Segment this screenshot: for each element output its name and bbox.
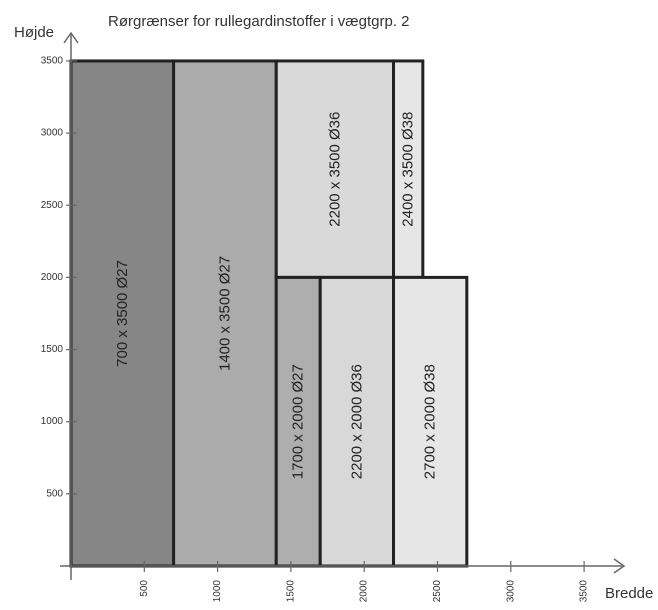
x-axis-label: Bredde	[605, 585, 653, 602]
region-label-0: 700 x 3500 Ø27	[114, 260, 131, 367]
region-label-4: 1700 x 2000 Ø27	[290, 364, 307, 479]
y-tick-label-2: 1500	[41, 344, 64, 355]
y-axis-arrow	[63, 31, 79, 44]
ticks-layer: 500 1000 1500 2000 2500 3000 3500 500 1000 1500 20…	[41, 55, 590, 602]
x-tick-label-4: 2500	[432, 580, 443, 603]
region-bar-2	[274, 59, 396, 279]
region-bar-5	[318, 275, 396, 568]
region-label-2: 2200 x 3500 Ø36	[326, 112, 343, 227]
y-axis-label: Højde	[14, 24, 54, 41]
region-bar-3	[392, 59, 425, 279]
y-tick-label-5: 3000	[41, 128, 64, 139]
axes-layer	[60, 31, 626, 580]
x-tick-label-2: 1500	[285, 580, 296, 603]
region-label-5: 2200 x 2000 Ø36	[348, 364, 365, 479]
region-label-3: 2400 x 3500 Ø38	[400, 112, 417, 227]
x-tick-label-3: 2000	[359, 580, 370, 603]
x-tick-label-5: 3000	[505, 580, 516, 603]
x-tick-label-0: 500	[139, 580, 150, 597]
region-label-6: 2700 x 2000 Ø38	[422, 364, 439, 479]
y-tick-label-3: 2000	[41, 272, 64, 283]
x-axis-arrow	[613, 558, 626, 574]
chart-title: Rørgrænser for rullegardinstoffer i vægt…	[108, 13, 410, 30]
region-label-1: 1400 x 3500 Ø27	[216, 256, 233, 371]
region-bar-1	[172, 59, 278, 568]
x-tick-label-1: 1000	[212, 580, 223, 603]
regions-layer: 700 x 3500 Ø27 1400 x 3500 Ø27 2200 x 3500…	[69, 59, 469, 568]
y-tick-label-4: 2500	[41, 200, 64, 211]
y-tick-label-0: 500	[46, 488, 63, 499]
y-tick-label-1: 1000	[41, 416, 64, 427]
y-tick-label-6: 3500	[41, 55, 64, 66]
x-tick-label-6: 3500	[579, 580, 590, 603]
region-bar-0	[69, 59, 176, 568]
